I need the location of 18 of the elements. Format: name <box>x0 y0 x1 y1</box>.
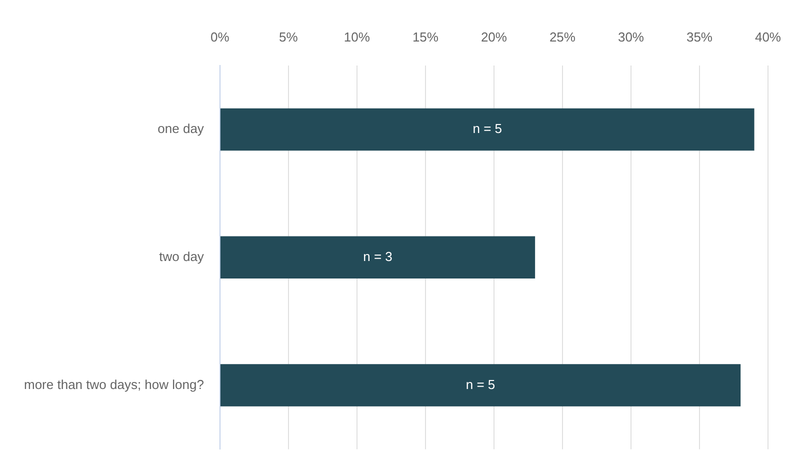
x-tick-label: 20% <box>480 29 508 44</box>
x-tick-label: 35% <box>686 29 713 44</box>
bar <box>220 236 536 278</box>
x-tick-label: 25% <box>549 29 576 44</box>
y-tick-label: two day <box>159 248 204 264</box>
x-tick-label: 30% <box>618 29 644 44</box>
bar <box>220 364 741 406</box>
x-tick-label: 5% <box>279 29 298 44</box>
x-tick-label: 10% <box>344 29 370 44</box>
y-tick-label: one day <box>158 121 204 136</box>
x-tick-label: 40% <box>754 29 782 44</box>
y-tick-label: more than two days; how long? <box>24 376 204 392</box>
annotation: n = 3 <box>363 248 392 264</box>
annotation: n = 5 <box>466 376 496 392</box>
x-tick-label: 0% <box>210 29 230 44</box>
annotation: n = 5 <box>472 121 502 136</box>
bar <box>220 108 754 151</box>
x-tick-label: 15% <box>412 29 439 44</box>
